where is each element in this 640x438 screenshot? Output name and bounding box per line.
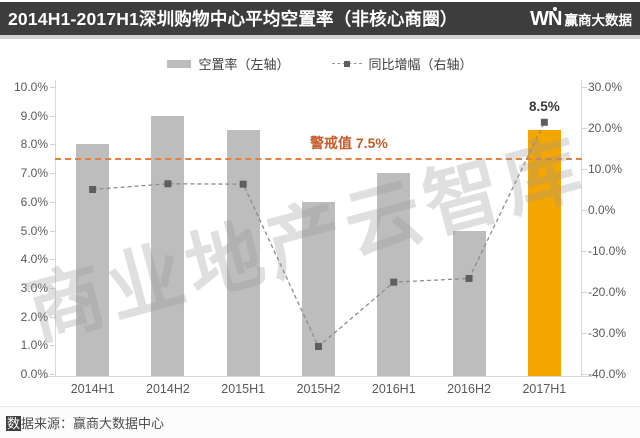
x-axis-line bbox=[45, 376, 592, 377]
bar bbox=[226, 130, 260, 376]
y-axis-left-tick-label: 7.0% bbox=[20, 166, 48, 181]
bar-highlighted bbox=[527, 130, 561, 376]
line-marker-icon bbox=[540, 118, 548, 126]
y-axis-left-tick-mark bbox=[50, 259, 55, 261]
x-axis-label: 2016H2 bbox=[447, 382, 491, 396]
bar bbox=[452, 230, 486, 376]
x-axis-label: 2014H1 bbox=[70, 382, 115, 396]
legend-item-vacancy: 空置率（左轴） bbox=[167, 54, 290, 73]
warning-threshold-label: 警戒值 7.5% bbox=[310, 134, 388, 151]
y-axis-right-tick-mark bbox=[582, 87, 587, 88]
y-axis-left-tick-label: 8.0% bbox=[20, 137, 48, 152]
line-marker-icon bbox=[390, 278, 398, 286]
footer: 数据来源：赢商大数据中心 bbox=[0, 406, 640, 438]
y-axis-left-tick-label: 9.0% bbox=[20, 108, 48, 123]
y-axis-left-tick-mark bbox=[50, 287, 55, 289]
y-axis-right-tick-mark bbox=[582, 210, 587, 211]
y-axis-right-line bbox=[581, 80, 582, 376]
source-highlight-char: 数 bbox=[6, 416, 22, 431]
legend-label-yoy: 同比增幅（右轴） bbox=[368, 57, 473, 72]
data-source-note: 数据来源：赢商大数据中心 bbox=[6, 413, 164, 432]
y-axis-left-tick-label: 4.0% bbox=[20, 252, 48, 267]
y-axis-left-tick-label: 10.0% bbox=[13, 80, 48, 94]
x-axis-label: 2017H1 bbox=[522, 382, 567, 396]
logo-label: 赢商大数据 bbox=[564, 12, 633, 28]
y-axis-right-tick-label: 10.0% bbox=[588, 162, 623, 176]
y-axis-left-tick-mark bbox=[50, 144, 55, 146]
y-axis-left-tick-mark bbox=[50, 173, 55, 175]
y-axis-right-tick-mark bbox=[582, 128, 587, 129]
warning-threshold-line bbox=[55, 157, 582, 160]
y-axis-left-tick-mark bbox=[50, 115, 55, 117]
bar bbox=[76, 144, 110, 376]
x-axis-label: 2015H2 bbox=[296, 382, 341, 396]
line-marker-icon bbox=[465, 274, 473, 282]
y-axis-left-tick-label: 5.0% bbox=[20, 223, 48, 238]
y-axis-right-tick-mark bbox=[582, 374, 587, 375]
source-text: 据来源：赢商大数据中心 bbox=[21, 416, 165, 431]
bar-value-label: 8.5% bbox=[528, 99, 560, 115]
line-marker-icon bbox=[89, 186, 97, 193]
page-title: 2014H1-2017H1深圳购物中心平均空置率（非核心商圈） bbox=[8, 9, 458, 29]
legend-item-yoy: 同比增幅（右轴） bbox=[331, 54, 473, 73]
x-axis-label: 2016H1 bbox=[371, 382, 416, 396]
y-axis-right-tick-mark bbox=[582, 251, 587, 252]
y-axis-right-tick-mark bbox=[582, 333, 587, 334]
y-axis-left-tick-mark bbox=[50, 316, 55, 318]
title-bar-shadow bbox=[0, 35, 640, 39]
y-axis-left-tick-label: 3.0% bbox=[20, 280, 48, 295]
chart-legend: 空置率（左轴） 同比增幅（右轴） bbox=[0, 54, 640, 73]
logo-w-letter: W bbox=[530, 7, 549, 30]
y-axis-left-tick-label: 0.0% bbox=[20, 367, 48, 381]
bar bbox=[377, 173, 411, 376]
legend-label-vacancy: 空置率（左轴） bbox=[198, 57, 290, 72]
y-axis-left-tick-mark bbox=[50, 230, 55, 232]
logo-dot-icon bbox=[552, 6, 557, 11]
x-axis-label: 2014H2 bbox=[146, 382, 190, 396]
line-marker-icon bbox=[315, 343, 322, 351]
logo-n-letter: N bbox=[548, 6, 563, 30]
y-axis-right-tick-label: -20.0% bbox=[588, 285, 627, 299]
y-axis-left-tick-mark bbox=[50, 87, 55, 88]
brand-logo: W N 赢商大数据 bbox=[530, 6, 633, 30]
y-axis-right-tick-mark bbox=[582, 292, 587, 293]
y-axis-right-tick-label: 20.0% bbox=[588, 121, 623, 135]
y-axis-right-tick-label: 30.0% bbox=[588, 80, 623, 94]
y-axis-left-tick-mark bbox=[50, 345, 55, 347]
y-axis-right-tick-label: -40.0% bbox=[588, 367, 627, 381]
y-axis-right-tick-label: -30.0% bbox=[588, 326, 627, 340]
line-marker-icon bbox=[164, 180, 172, 188]
y-axis-left-tick-mark bbox=[50, 374, 55, 375]
y-axis-left-tick-label: 1.0% bbox=[20, 338, 48, 353]
y-axis-right-tick-mark bbox=[582, 169, 587, 170]
legend-line-marker-icon bbox=[331, 60, 362, 68]
y-axis-left-line bbox=[55, 80, 56, 376]
trend-line-path bbox=[92, 121, 545, 348]
line-marker-icon bbox=[239, 180, 247, 188]
y-axis-right-tick-label: -10.0% bbox=[588, 244, 627, 258]
x-axis-label: 2015H1 bbox=[221, 382, 266, 396]
y-axis-left-tick-label: 6.0% bbox=[20, 194, 48, 209]
legend-bar-swatch-icon bbox=[167, 59, 192, 68]
y-axis-left-tick-mark bbox=[50, 201, 55, 203]
y-axis-right-tick-label: 0.0% bbox=[588, 203, 616, 217]
title-bar: 2014H1-2017H1深圳购物中心平均空置率（非核心商圈） W N 赢商大数… bbox=[0, 2, 640, 35]
y-axis-left-tick-label: 2.0% bbox=[20, 309, 48, 324]
